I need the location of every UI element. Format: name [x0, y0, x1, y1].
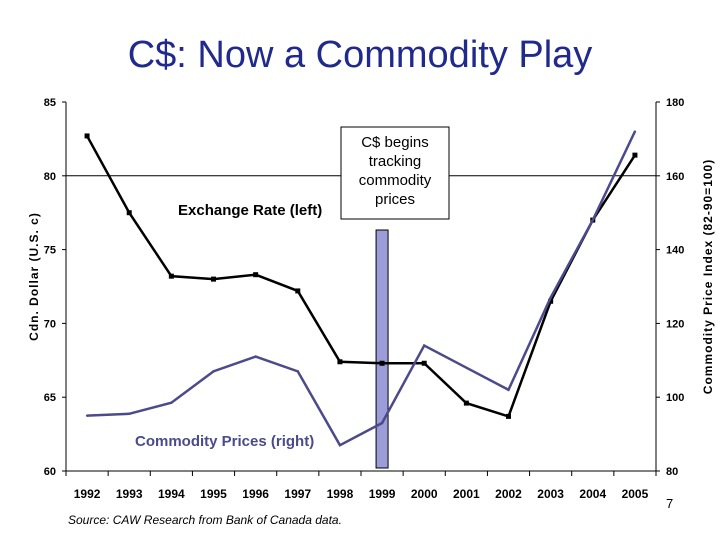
commodity-prices-point: [549, 296, 552, 299]
exchange-rate-point: [253, 272, 259, 278]
exchange-rate-point: [337, 359, 343, 365]
right-tick-label: 100: [666, 392, 684, 404]
x-tick-label: 2000: [411, 487, 438, 501]
x-tick-label: 1996: [242, 487, 269, 501]
left-tick-label: 75: [44, 245, 56, 257]
left-tick-label: 60: [44, 466, 56, 478]
exchange-rate-point: [168, 273, 174, 279]
commodity-prices-point: [170, 401, 173, 404]
exchange-rate-point: [126, 210, 132, 216]
commodity-prices-point: [423, 344, 426, 347]
exchange-rate-point: [463, 400, 469, 406]
annotation-line: prices: [375, 191, 415, 208]
annotation-line: tracking: [369, 153, 422, 170]
x-tick-label: 1999: [369, 487, 396, 501]
exchange-rate-point: [421, 360, 427, 366]
x-tick-label: 1994: [158, 487, 185, 501]
commodity-prices-point: [338, 443, 342, 447]
exchange-rate-point: [84, 133, 90, 139]
chart-series: [84, 130, 638, 447]
commodity-prices-point: [85, 414, 89, 417]
x-tick-label: 1997: [284, 487, 311, 501]
right-tick-label: 120: [666, 318, 684, 330]
x-tick-label: 1998: [327, 487, 354, 501]
right-tick-label: 80: [666, 466, 678, 478]
annotation-box: [340, 126, 450, 220]
commodity-prices-point: [633, 130, 637, 133]
exchange-rate-point: [379, 360, 385, 366]
slide-title: C$: Now a Commodity Play: [127, 34, 593, 76]
exchange-rate-point: [632, 152, 638, 158]
left-tick-label: 80: [44, 171, 56, 183]
commodity-prices-label: Commodity Prices (right): [135, 433, 314, 450]
exchange-rate-label: Exchange Rate (left): [178, 202, 322, 219]
annotation-line: C$ begins: [361, 134, 429, 151]
left-axis-title: Cdn. Dollar (U.S. c): [27, 212, 41, 341]
x-tick-label: 2001: [453, 487, 480, 501]
exchange-rate-point: [211, 276, 216, 282]
exchange-rate-line: [85, 135, 636, 418]
right-tick-label: 140: [666, 245, 684, 257]
x-tick-label: 2005: [622, 487, 649, 501]
right-tick-label: 180: [666, 97, 684, 109]
left-tick-label: 65: [44, 392, 56, 404]
exchange-rate-point: [506, 413, 511, 419]
x-tick-label: 2003: [537, 487, 564, 501]
x-tick-label: 2002: [495, 487, 522, 501]
commodity-prices-point: [507, 388, 510, 392]
x-tick-label: 2004: [579, 487, 606, 501]
commodity-prices-point: [254, 355, 257, 358]
chart-axes: 60 65 70 75 80 85 80 100 120 140 160 180 1992 1993 199…: [44, 97, 685, 501]
right-tick-label: 160: [666, 171, 684, 183]
commodity-prices-point: [380, 421, 384, 425]
left-tick-label: 70: [44, 318, 56, 330]
annotation-line: commodity: [359, 172, 432, 189]
x-tick-label: 1992: [74, 487, 101, 501]
commodity-prices-point: [591, 218, 594, 222]
highlight-bar-1999: [375, 229, 389, 469]
commodity-prices-point: [128, 412, 131, 416]
exchange-rate-point: [295, 288, 301, 294]
exchange-rate-point: [548, 298, 554, 304]
commodity-prices-line: [87, 130, 637, 447]
right-axis-title: Commodity Price Index (82-90=100): [701, 159, 715, 394]
commodity-prices-point: [296, 370, 299, 373]
commodity-prices-point: [465, 366, 468, 369]
x-tick-label: 1993: [116, 487, 143, 501]
left-tick-label: 85: [44, 97, 56, 109]
source-note: Source: CAW Research from Bank of Canada…: [68, 513, 342, 527]
commodity-prices-point: [212, 370, 215, 373]
x-tick-label: 1995: [200, 487, 227, 501]
chart-labels: Cdn. Dollar (U.S. c) Commodity Price Inde…: [27, 126, 715, 527]
page-number: 7: [666, 496, 674, 511]
